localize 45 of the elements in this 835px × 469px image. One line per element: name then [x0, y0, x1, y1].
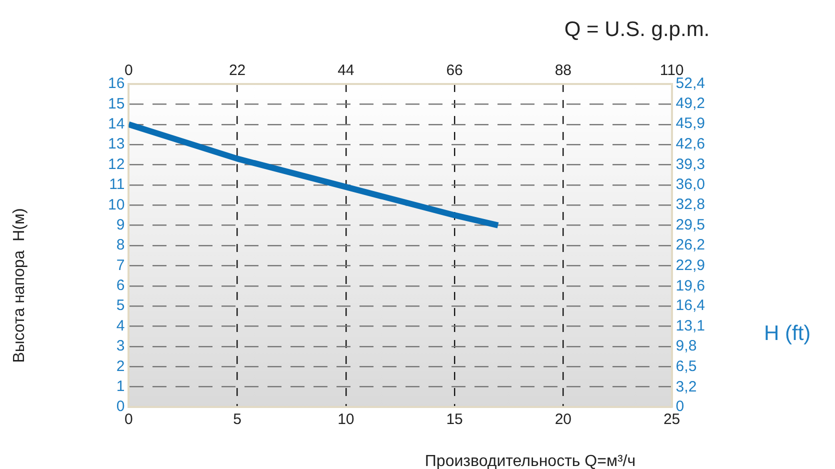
y2-tick-label: 6,5 [676, 358, 697, 376]
x-tick-label: 5 [233, 411, 242, 428]
y-tick-label: 10 [108, 196, 125, 214]
y2-tick-label: 36,0 [676, 176, 706, 194]
y-tick-label: 1 [116, 378, 125, 395]
y-tick-label: 16 [108, 75, 125, 92]
y-tick-label: 11 [109, 176, 125, 194]
y2-tick-label: 3,2 [676, 378, 697, 396]
y-tick-label: 8 [116, 236, 125, 254]
y-tick-label: 0 [116, 398, 125, 416]
x-tick-label: 15 [446, 411, 463, 428]
y2-tick-label: 42,6 [676, 136, 706, 153]
y2-tick-label: 39,3 [676, 156, 706, 173]
y-tick-label: 12 [108, 156, 125, 173]
x-axis-title: Производительность Q=м³/ч [424, 453, 636, 469]
y-tick-label: 5 [116, 297, 125, 314]
x-tick-label: 20 [554, 411, 572, 428]
y2-tick-label: 52,4 [676, 75, 706, 92]
y-tick-label: 9 [116, 216, 125, 234]
x2-tick-label: 44 [338, 62, 354, 80]
y-tick-label: 4 [116, 317, 125, 334]
y2-tick-label: 49,2 [676, 94, 706, 112]
y2-tick-label: 9,8 [676, 338, 697, 355]
y2-tick-label: 19,6 [676, 277, 706, 294]
y2-tick-label: 13,1 [676, 317, 706, 334]
y-tick-label: 14 [108, 116, 125, 133]
y2-tick-label: 22,9 [676, 256, 706, 274]
y-axis-title: Высота напора H(м) [11, 208, 28, 363]
y2-tick-label: 29,5 [676, 216, 706, 234]
y2-tick-label: 26,2 [676, 236, 706, 254]
y2-tick-label: 16,4 [676, 297, 706, 314]
y-tick-label: 6 [116, 277, 125, 294]
x-tick-label: 10 [338, 411, 354, 428]
y2-tick-label: 45,9 [676, 115, 706, 132]
y2-tick-label: 32,8 [676, 196, 706, 213]
y-tick-label: 3 [116, 338, 125, 355]
x2-axis-title: Q = U.S. g.p.m. [564, 18, 710, 41]
y-tick-label: 2 [116, 358, 125, 375]
y-tick-label: 13 [108, 136, 125, 153]
x2-tick-label: 22 [228, 62, 246, 80]
y-tick-label: 15 [108, 95, 125, 112]
x2-tick-label: 88 [554, 62, 572, 80]
y2-axis-title: H (ft) [764, 322, 811, 345]
y-tick-label: 7 [116, 256, 125, 274]
x2-tick-label: 66 [446, 62, 463, 80]
